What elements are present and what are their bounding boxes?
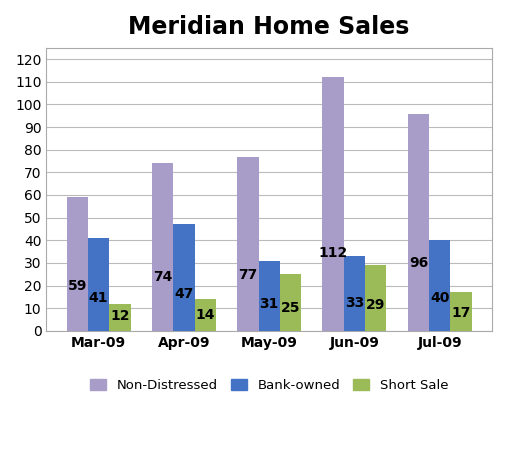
Text: 74: 74	[153, 270, 172, 284]
Text: 112: 112	[318, 246, 348, 260]
Text: 14: 14	[196, 308, 215, 322]
Bar	[152, 163, 173, 331]
Bar	[280, 274, 301, 331]
Bar	[344, 256, 365, 331]
Text: 31: 31	[260, 297, 279, 311]
Text: 17: 17	[451, 306, 471, 320]
Title: Meridian Home Sales: Meridian Home Sales	[128, 15, 410, 39]
Text: 33: 33	[345, 296, 364, 310]
Bar	[173, 224, 195, 331]
Text: 29: 29	[366, 299, 385, 313]
Text: 96: 96	[409, 256, 428, 270]
Bar	[237, 157, 259, 331]
Bar	[408, 114, 429, 331]
Bar	[365, 265, 386, 331]
Bar	[429, 240, 450, 331]
Text: 59: 59	[67, 280, 87, 294]
Text: 12: 12	[110, 309, 130, 323]
Text: 77: 77	[238, 268, 258, 282]
Bar	[66, 197, 88, 331]
Bar	[322, 77, 344, 331]
Bar	[110, 304, 131, 331]
Text: 47: 47	[174, 287, 194, 301]
Bar	[195, 299, 216, 331]
Bar	[259, 260, 280, 331]
Text: 40: 40	[430, 291, 449, 305]
Text: 25: 25	[281, 301, 300, 315]
Legend: Non-Distressed, Bank-owned, Short Sale: Non-Distressed, Bank-owned, Short Sale	[85, 374, 453, 398]
Bar	[88, 238, 110, 331]
Text: 41: 41	[89, 291, 108, 305]
Bar	[450, 292, 472, 331]
